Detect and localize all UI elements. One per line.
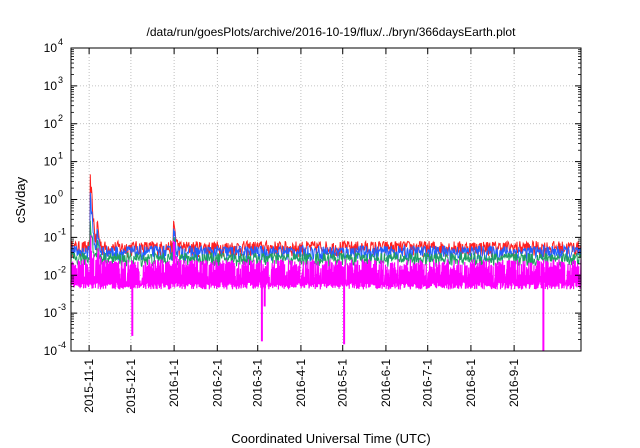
x-tick-label: 2016-3-1 (251, 359, 265, 407)
y-tick-label: 10 (44, 79, 58, 93)
x-tick-label: 2015-11-1 (82, 359, 96, 413)
grid-lines (71, 48, 581, 351)
x-tick-label: 2015-12-1 (124, 359, 138, 414)
series-line (70, 192, 582, 263)
series-line (70, 235, 582, 291)
x-tick-label: 2016-4-1 (294, 359, 308, 407)
y-tick-exponent: -2 (58, 264, 66, 274)
x-tick-label: 2016-8-1 (464, 359, 478, 407)
y-tick-label: 10 (44, 344, 58, 358)
x-axis-title: Coordinated Universal Time (UTC) (231, 431, 430, 446)
series-layer (70, 174, 582, 351)
y-tick-label: 10 (44, 155, 58, 169)
x-tick-label: 2016-9-1 (507, 359, 521, 407)
y-axis-title: cSv/day (13, 176, 28, 223)
y-tick-exponent: 1 (58, 151, 63, 161)
y-tick-label: 10 (44, 117, 58, 131)
y-tick-exponent: -1 (58, 226, 66, 236)
y-tick-exponent: 0 (58, 189, 63, 199)
x-axis: 2015-11-1 2015-12-1 2016-1-1 2016-2-1 2016-3… (82, 48, 521, 414)
y-tick-label: 10 (44, 193, 58, 207)
y-tick-exponent: -3 (58, 302, 66, 312)
chart-title: /data/run/goesPlots/archive/2016-10-19/f… (147, 25, 517, 39)
x-tick-label: 2016-1-1 (167, 359, 181, 407)
y-tick-exponent: -4 (58, 340, 66, 350)
y-tick-label: 10 (44, 306, 58, 320)
y-tick-label: 10 (44, 41, 58, 55)
series-line (70, 174, 582, 258)
y-tick-label: 10 (44, 268, 58, 282)
x-tick-label: 2016-5-1 (336, 359, 350, 407)
y-tick-exponent: 2 (58, 113, 63, 123)
x-tick-label: 2016-6-1 (379, 359, 393, 407)
y-tick-exponent: 3 (58, 75, 63, 85)
y-tick-exponent: 4 (58, 37, 63, 47)
x-tick-label: 2016-2-1 (210, 359, 224, 407)
x-tick-label: 2016-7-1 (421, 359, 435, 407)
y-tick-label: 10 (44, 230, 58, 244)
